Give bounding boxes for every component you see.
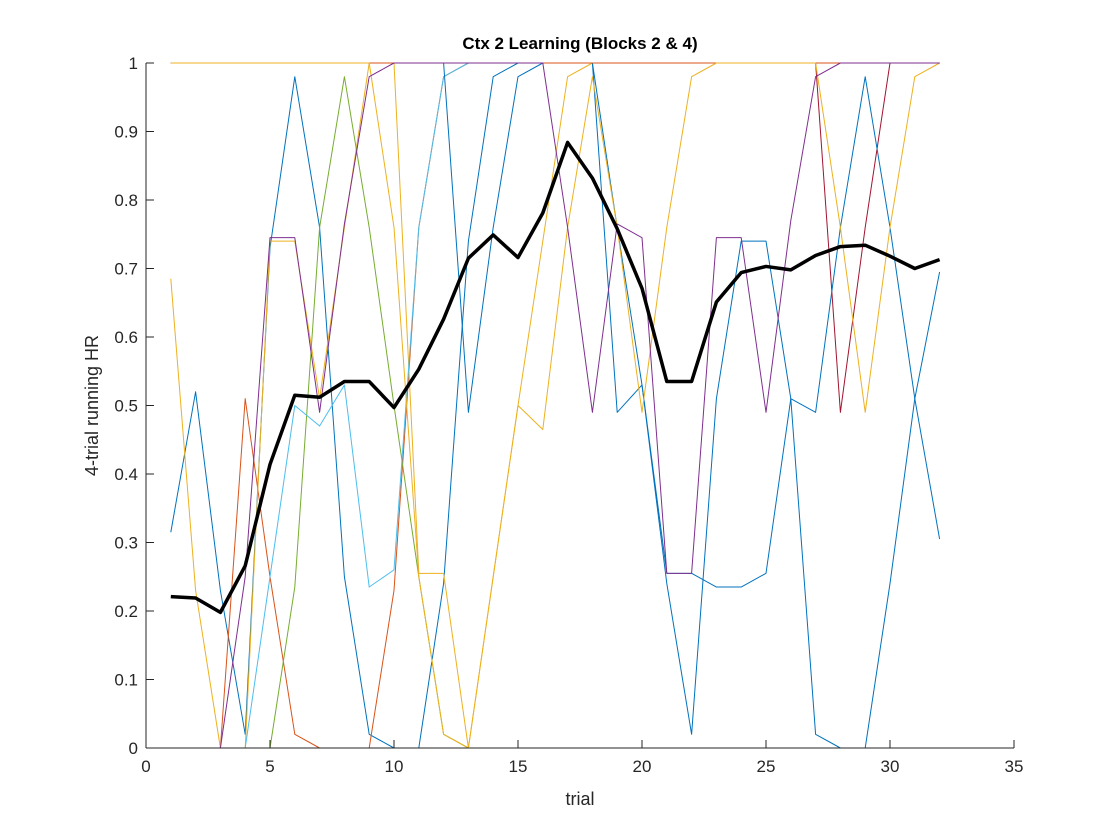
y-tick-label: 0.1 [114, 671, 138, 690]
x-tick-label: 5 [265, 757, 274, 776]
x-tick-label: 25 [757, 757, 776, 776]
y-tick-label: 0.6 [114, 328, 138, 347]
mean-series-line [170, 140, 941, 615]
x-tick-label: 30 [881, 757, 900, 776]
y-tick-label: 0.2 [114, 602, 138, 621]
series-line-11 [170, 62, 940, 749]
x-tick-label: 35 [1005, 757, 1024, 776]
x-tick-label: 20 [633, 757, 652, 776]
x-tick-label: 0 [141, 757, 150, 776]
x-axis-label: trial [565, 789, 594, 809]
chart-title: Ctx 2 Learning (Blocks 2 & 4) [462, 34, 697, 53]
y-tick-label: 0.5 [114, 397, 138, 416]
series-line-10 [170, 62, 940, 749]
y-tick-label: 1 [129, 54, 138, 73]
axes-background [146, 63, 1014, 748]
y-tick-label: 0 [129, 739, 138, 758]
y-tick-label: 0.8 [114, 191, 138, 210]
y-tick-label: 0.4 [114, 465, 138, 484]
y-tick-label: 0.9 [114, 123, 138, 142]
y-tick-label: 0.7 [114, 260, 138, 279]
x-tick-label: 15 [509, 757, 528, 776]
y-axis-label: 4-trial running HR [82, 335, 102, 476]
y-tick-label: 0.3 [114, 534, 138, 553]
x-tick-label: 10 [385, 757, 404, 776]
